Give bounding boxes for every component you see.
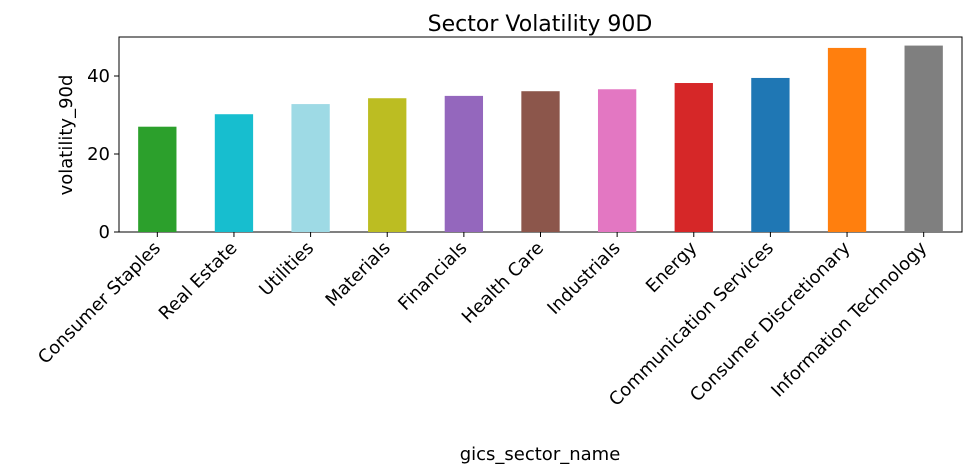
x-tick-label: Consumer Discretionary xyxy=(686,237,855,406)
bar-real-estate xyxy=(214,114,254,232)
x-tick-label: Consumer Staples xyxy=(34,238,165,369)
x-tick-label: Health Care xyxy=(458,238,548,328)
x-tick-label: Energy xyxy=(642,237,702,297)
y-tick-label: 0 xyxy=(99,222,110,243)
bar-energy xyxy=(674,83,713,233)
x-tick-label: Utilities xyxy=(255,238,318,301)
y-axis-label: volatility_90d xyxy=(56,75,77,196)
x-tick-label: Information Technology xyxy=(767,237,931,401)
y-tick-label: 20 xyxy=(87,144,110,165)
bar-financials xyxy=(444,95,484,232)
bars-group xyxy=(138,45,943,233)
y-axis: 0 20 40 xyxy=(87,66,119,243)
x-tick-label: Industrials xyxy=(543,238,624,319)
chart-title: Sector Volatility 90D xyxy=(428,12,653,37)
x-tick-label: Real Estate xyxy=(155,238,242,325)
bar-consumer-staples xyxy=(138,126,177,232)
bar-health-care xyxy=(521,91,560,233)
bar-industrials xyxy=(597,89,637,232)
y-tick-label: 40 xyxy=(87,66,110,87)
bar-utilities xyxy=(291,104,330,232)
bar-communication-services xyxy=(751,77,790,232)
bar-consumer-discretionary xyxy=(827,47,867,232)
x-tick-label: Financials xyxy=(394,238,471,315)
x-axis-label: gics_sector_name xyxy=(460,444,621,465)
bar-materials xyxy=(368,98,407,232)
x-tick-label: Materials xyxy=(322,238,395,311)
bar-information-technology xyxy=(904,45,943,232)
